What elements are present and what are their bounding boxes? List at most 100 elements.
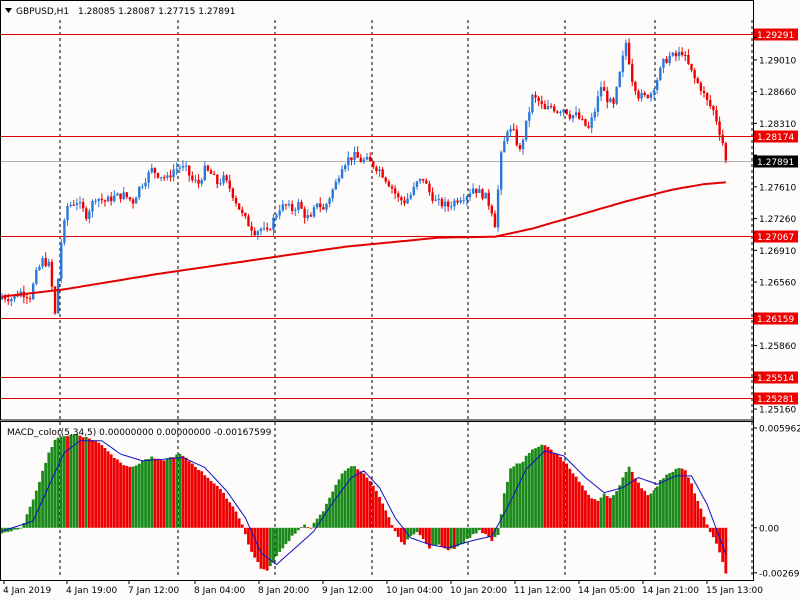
level-price-tag [754, 28, 798, 41]
price-candle [468, 188, 472, 202]
price-candle [434, 194, 437, 202]
price-candle [212, 170, 216, 176]
price-candle [606, 86, 609, 109]
price-candle [81, 198, 85, 212]
macd-bar [150, 456, 154, 528]
macd-bar [705, 524, 709, 528]
macd-bar [119, 462, 122, 528]
price-candle [656, 77, 659, 94]
macd-bar [396, 527, 400, 537]
macd-bar [599, 497, 603, 528]
macd-bar [699, 508, 703, 528]
price-candle [546, 99, 550, 110]
price-candle [640, 89, 643, 102]
price-candle [122, 186, 125, 200]
macd-bar [690, 483, 693, 528]
macd-bar [718, 527, 721, 553]
macd-bar [546, 446, 550, 528]
price-candle [91, 199, 94, 218]
price-candle [331, 188, 334, 203]
price-candle [462, 193, 465, 205]
price-candle [275, 213, 278, 220]
macd-bar [81, 437, 85, 528]
price-candle [425, 178, 428, 184]
price-candle [241, 206, 244, 217]
macd-bar [6, 527, 10, 532]
dropdown-triangle-icon[interactable] [5, 8, 12, 13]
macd-bar [415, 527, 419, 533]
price-candle [599, 81, 603, 101]
macd-bar [197, 469, 200, 528]
macd-bar [668, 473, 672, 528]
price-candle [450, 201, 453, 211]
price-candle [297, 198, 300, 214]
macd-bar [56, 437, 60, 528]
price-candle [696, 76, 699, 84]
price-candle [134, 196, 138, 204]
macd-bar [278, 527, 282, 552]
macd-bar [680, 468, 684, 528]
price-candle [303, 206, 306, 224]
macd-bar [630, 471, 634, 528]
macd-bar [449, 527, 453, 549]
price-candle [306, 209, 309, 221]
price-candle [319, 197, 322, 213]
level-price-tag [754, 230, 798, 243]
price-candle [537, 95, 540, 107]
price-axis: 1.29010 1.28660 1.28310 1.27610 1.27260 1.269… [753, 36, 796, 416]
macd-bar [215, 485, 219, 528]
price-candle [515, 125, 518, 147]
price-tick-label: 1.25160 [759, 406, 796, 416]
macd-bar [534, 448, 537, 528]
macd-bar [162, 460, 166, 528]
price-candle [621, 50, 625, 78]
price-candle [518, 142, 522, 152]
macd-bar [169, 457, 172, 528]
macd-bar [434, 527, 438, 546]
moving-average-line [1, 181, 726, 298]
price-candle [244, 212, 247, 219]
price-candle [615, 86, 618, 106]
price-candle [406, 193, 409, 205]
macd-bar [206, 477, 210, 528]
macd-bar [677, 467, 681, 528]
macd-bar [393, 527, 397, 532]
price-candle [534, 91, 537, 103]
macd-bar [219, 489, 222, 528]
price-candle [496, 185, 500, 232]
macd-bar [549, 449, 553, 528]
macd-bar [596, 500, 600, 528]
price-candle [422, 178, 425, 184]
price-candle [634, 80, 637, 96]
macd-bar [350, 466, 353, 528]
time-tick-label: 10 Jan 20:00 [450, 586, 507, 596]
price-candle [10, 297, 13, 307]
macd-bar [47, 452, 51, 528]
price-candle [350, 157, 353, 166]
macd-bar [134, 465, 138, 528]
price-candle [300, 199, 303, 210]
price-candle [528, 106, 531, 127]
price-candle [478, 185, 481, 194]
macd-tick-label: 0.00 [759, 524, 779, 534]
price-candle [674, 50, 678, 62]
price-candle [250, 221, 253, 237]
macd-bar [334, 484, 338, 528]
macd-bar [477, 527, 481, 531]
macd-bar [28, 506, 32, 528]
price-candle [340, 165, 344, 179]
macd-bar [100, 445, 104, 528]
macd-bar [259, 527, 263, 569]
macd-bar [290, 527, 294, 536]
price-candle [116, 192, 119, 196]
level-price-label: 1.29291 [757, 31, 794, 41]
macd-bar [527, 452, 531, 528]
macd-bar [531, 449, 534, 528]
price-candle [269, 228, 272, 231]
macd-bar [490, 527, 494, 542]
price-candle [400, 195, 403, 206]
price-candle [206, 164, 210, 172]
macd-bar [44, 462, 48, 528]
macd-bar [240, 524, 244, 528]
